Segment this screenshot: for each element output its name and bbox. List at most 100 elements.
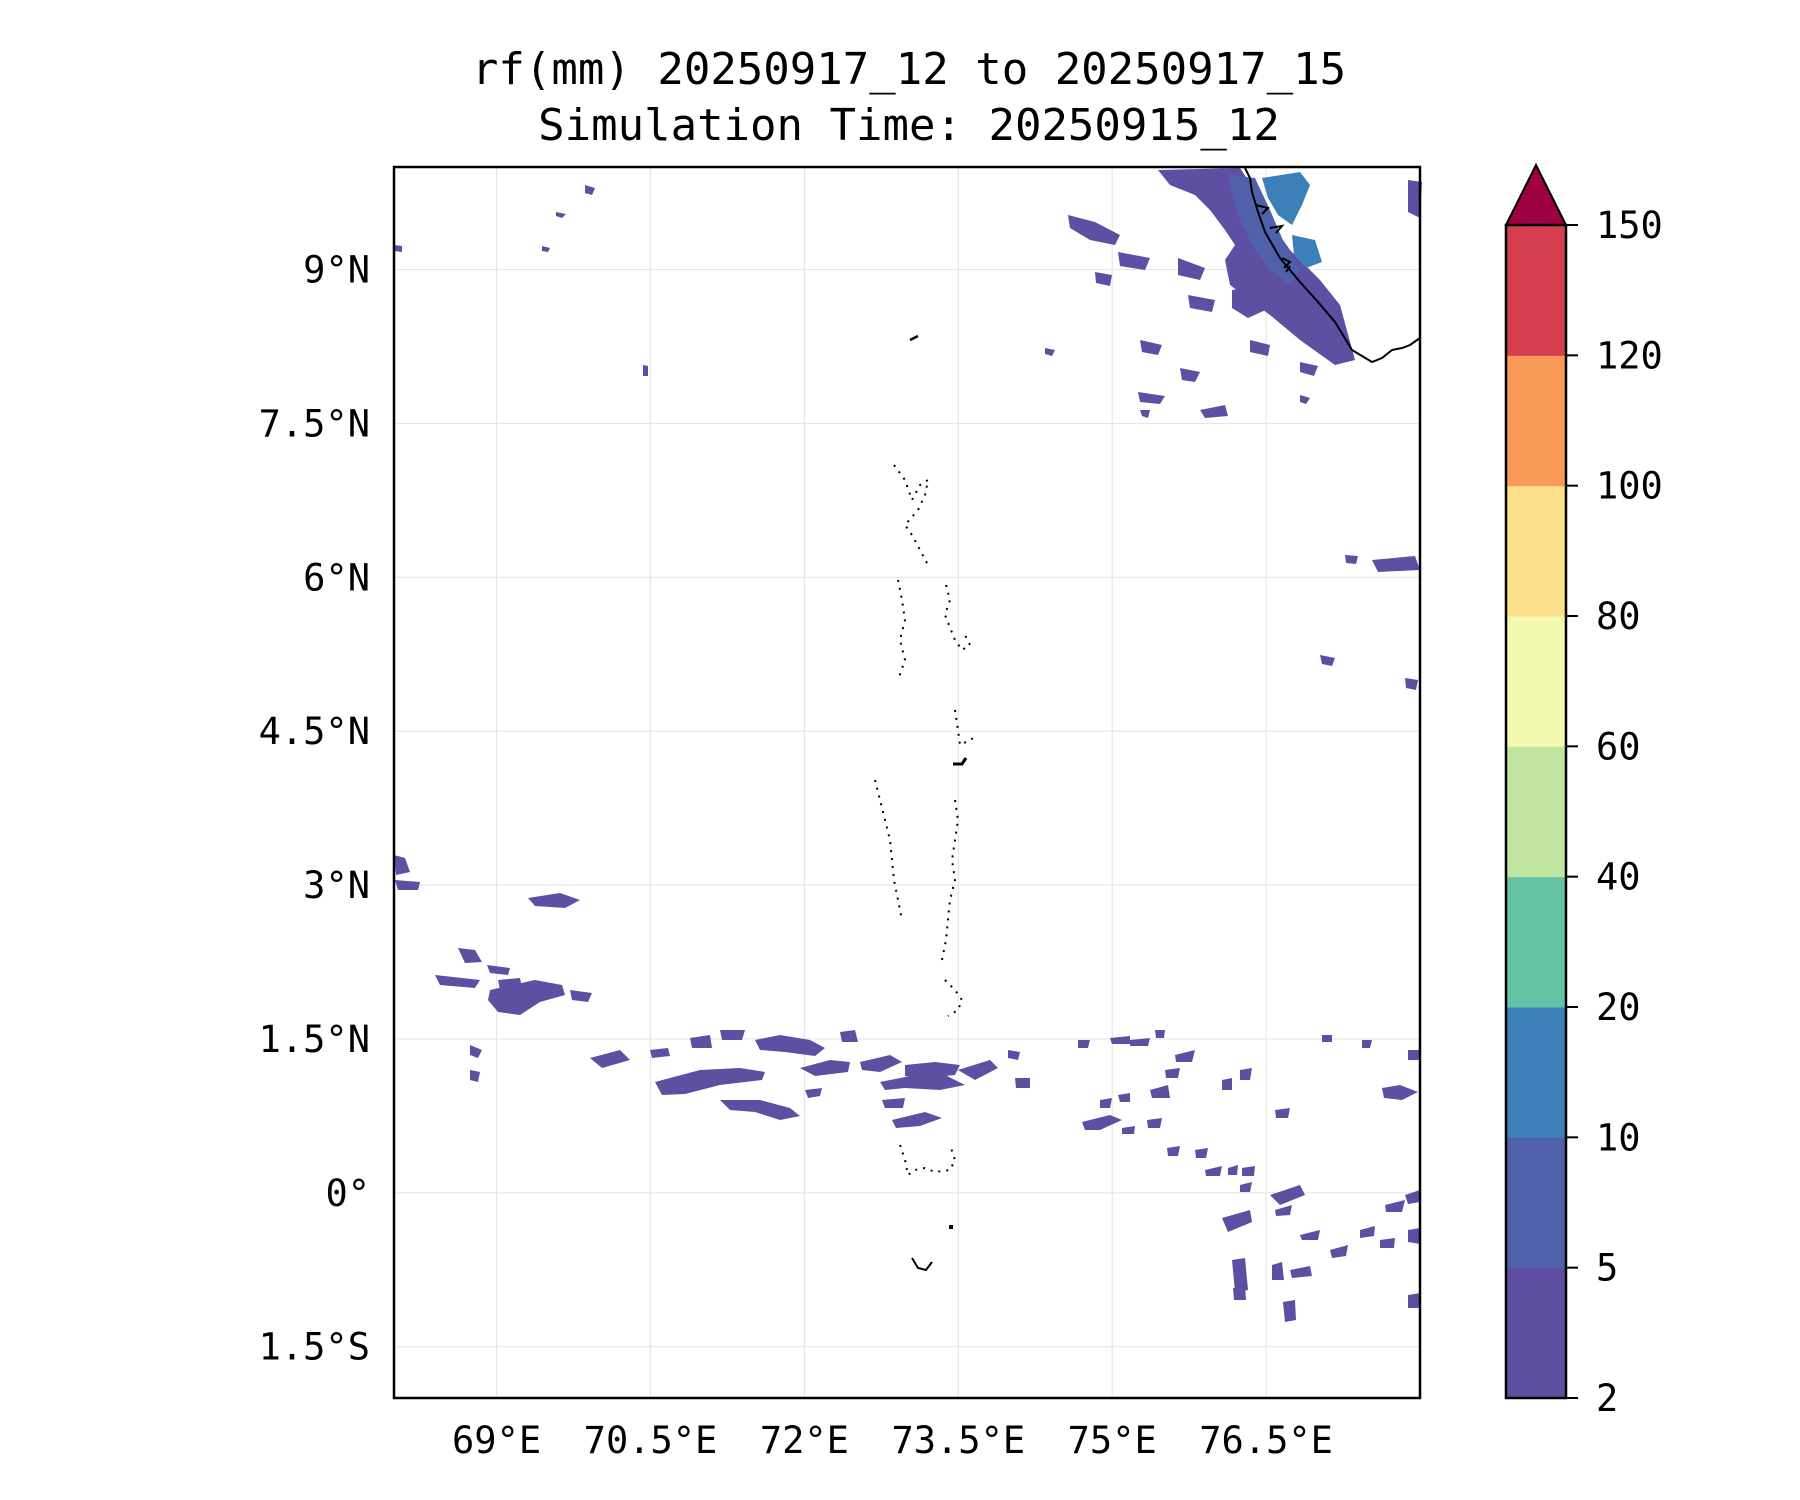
rain-cell: [1045, 348, 1055, 356]
huvadhu-atoll: [899, 1144, 957, 1177]
colorbar-label-2: 2: [1596, 1377, 1618, 1420]
map-panel: [392, 165, 1422, 1400]
colorbar: 2 5 10 20 40 60 80 100 120 150: [1504, 162, 1663, 1420]
rain-cell: [570, 990, 592, 1002]
map-gridlines: [394, 167, 1420, 1398]
colorbar-segment: [1506, 225, 1566, 356]
colorbar-frame: [1504, 223, 1568, 1400]
rain-cell: [1408, 1293, 1420, 1308]
maldives-central-atolls: [874, 779, 903, 921]
rain-cell: [1408, 1228, 1420, 1244]
india-coastline: [1244, 167, 1421, 364]
colorbar-label-40: 40: [1596, 856, 1641, 899]
rain-cell: [487, 965, 510, 975]
rain-cell: [1140, 340, 1162, 355]
rain-cell: [1385, 1200, 1405, 1212]
map-frame: [392, 165, 1422, 1400]
rain-cell: [882, 1098, 905, 1108]
colorbar-segment: [1506, 1267, 1566, 1399]
rain-cell: [1290, 1266, 1312, 1278]
colorbar-segment: [1506, 616, 1566, 747]
rain-cell: [643, 365, 648, 376]
maldives-south-atoll: [944, 979, 964, 1017]
rain-cell: [1240, 1182, 1252, 1192]
maldives-male-atoll: [954, 709, 979, 747]
colorbar-label-120: 120: [1596, 334, 1663, 377]
rain-cell: [1300, 395, 1310, 404]
rain-cell: [1270, 1185, 1305, 1205]
rain-cell: [1158, 168, 1355, 365]
lat-tick-label: 7.5°N: [259, 402, 370, 445]
rain-cell: [1228, 1165, 1238, 1175]
rain-cell: [1300, 362, 1318, 376]
rain-cell: [1175, 1050, 1195, 1062]
rain-cell: [1110, 1036, 1130, 1044]
rain-cell: [1078, 1040, 1090, 1048]
rain-cell: [1272, 1262, 1284, 1280]
rain-cell: [1095, 272, 1112, 286]
rain-cell: [1178, 258, 1205, 280]
rain-cell: [1283, 1300, 1296, 1322]
longitude-ticks: 69°E 70.5°E 72°E 73.5°E 75°E 76.5°E: [452, 1419, 1333, 1462]
rain-cell: [1068, 215, 1120, 245]
rain-cell: [528, 893, 580, 908]
rain-cell: [1360, 1226, 1375, 1238]
rain-cell: [880, 1075, 965, 1090]
rain-cell: [1082, 1115, 1122, 1130]
rain-cell: [1240, 1068, 1252, 1080]
rain-cell: [1292, 235, 1322, 268]
rain-cell: [394, 245, 402, 252]
rain-cell: [755, 1035, 825, 1056]
rainfall-contours: [394, 168, 1422, 1322]
rain-cell: [1405, 678, 1418, 690]
rain-cell: [1118, 252, 1150, 270]
title-line-1: rf(mm) 20250917_12 to 20250917_15: [472, 44, 1346, 95]
rain-cell: [1408, 1050, 1420, 1060]
lat-tick-label: 0°: [325, 1172, 370, 1215]
rain-cell: [720, 1030, 745, 1040]
rain-cell: [1320, 655, 1335, 666]
rain-cell: [1275, 1205, 1292, 1216]
rain-cell: [1100, 1098, 1112, 1108]
lon-tick-label: 72°E: [760, 1419, 849, 1462]
rain-cell: [1138, 392, 1165, 404]
lon-tick-label: 69°E: [452, 1419, 541, 1462]
rain-cell: [585, 185, 595, 195]
lat-tick-label: 3°N: [303, 864, 370, 907]
rain-cell: [1275, 1108, 1290, 1118]
rain-cell: [1380, 1238, 1395, 1248]
colorbar-label-10: 10: [1596, 1116, 1641, 1159]
rain-cell: [720, 1100, 800, 1120]
lat-tick-label: 9°N: [303, 249, 370, 292]
rain-cell: [1408, 180, 1422, 218]
rain-cell: [1222, 1078, 1232, 1090]
rain-cell: [1165, 1068, 1180, 1078]
rain-cell: [1015, 1078, 1030, 1088]
lat-tick-label: 1.5°N: [259, 1018, 370, 1061]
rain-cell: [1150, 1085, 1170, 1098]
colorbar-extend-arrow: [1504, 162, 1568, 226]
fuvahmulah-island: [949, 1225, 953, 1229]
colorbar-label-150: 150: [1596, 204, 1663, 247]
rain-cell: [1008, 1050, 1020, 1060]
colorbar-label-5: 5: [1596, 1247, 1618, 1290]
lon-tick-label: 73.5°E: [891, 1419, 1025, 1462]
coastlines: [874, 167, 1421, 1272]
rain-cell: [892, 1112, 942, 1128]
lon-tick-label: 76.5°E: [1199, 1419, 1333, 1462]
rain-cell: [1405, 1190, 1420, 1204]
male-island: [953, 757, 968, 766]
rain-cell: [394, 855, 410, 875]
rain-cell: [1330, 1245, 1348, 1258]
rain-cell: [556, 212, 566, 218]
india-coast-detail: [1255, 204, 1292, 273]
rain-cell: [1232, 285, 1270, 318]
rain-cell: [1205, 1166, 1222, 1176]
rain-cell: [1147, 1118, 1162, 1128]
lat-tick-label: 6°N: [303, 556, 370, 599]
lon-tick-label: 75°E: [1068, 1419, 1157, 1462]
rain-cell: [800, 1060, 850, 1076]
rain-cell: [805, 1088, 822, 1098]
colorbar-segment: [1506, 355, 1566, 487]
